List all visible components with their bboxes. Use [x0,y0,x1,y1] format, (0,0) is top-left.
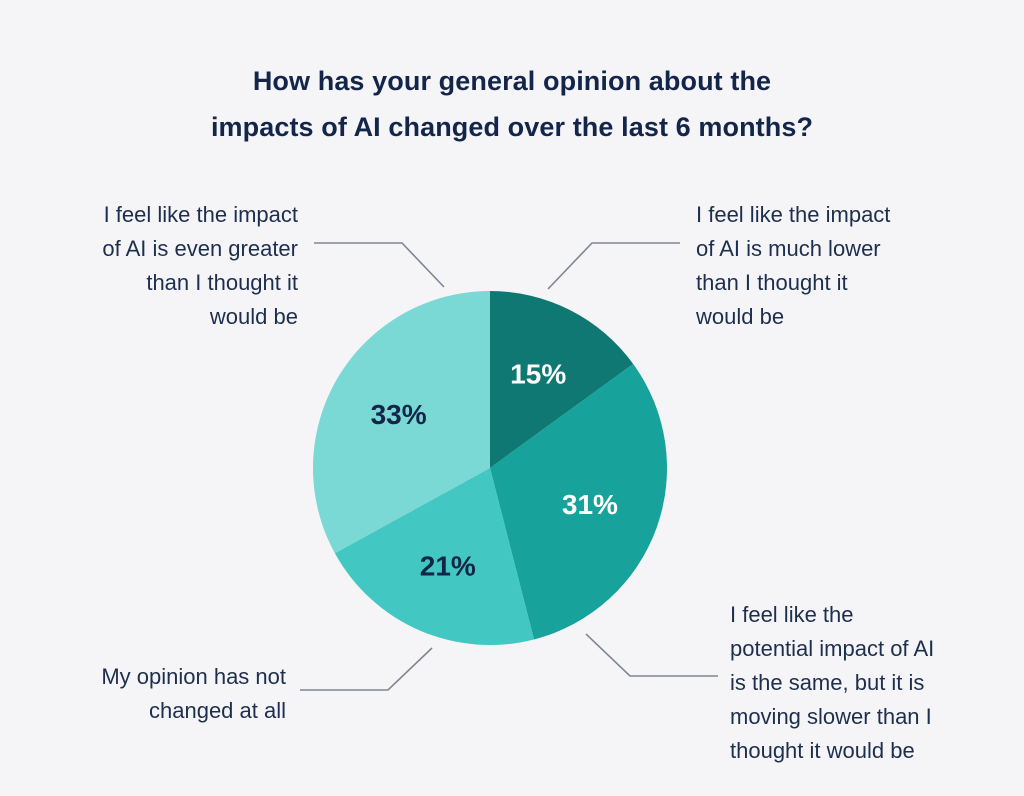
pie-slice [490,291,634,468]
slice-label-line: I feel like the impact [696,202,891,227]
slice-label-line: is the same, but it is [730,670,925,695]
slice-label-same-but-slower: I feel like the potential impact of AI i… [730,598,1000,768]
pie-slice-value-label: 33% [371,399,427,430]
pie-slice-value-label: 31% [562,489,618,520]
slice-label-line: thought it would be [730,738,915,763]
slice-label-line: My opinion has not [101,664,286,689]
slice-label-line: I feel like the impact [103,202,298,227]
pie-value-labels: 15% 31% 21% 33% [371,358,618,581]
slice-label-line: moving slower than I [730,704,932,729]
chart-title: How has your general opinion about the i… [0,58,1024,150]
slice-label-line: potential impact of AI [730,636,935,661]
leader-line-lower [547,242,680,290]
leader-line-greater [314,242,445,288]
slice-label-line: I feel like the [730,602,854,627]
pie-slice [312,290,490,554]
slice-label-line: of AI is much lower [696,236,881,261]
slice-label-line: than I thought it [696,270,848,295]
chart-title-line-1: How has your general opinion about the [252,66,772,96]
leader-line-notchanged [300,647,433,691]
slice-label-line: would be [696,304,785,329]
pie-slice [334,468,535,646]
slice-label-line: would be [209,304,298,329]
leader-lines [300,242,718,691]
slice-label-line: than I thought it [146,270,298,295]
slice-label-much-lower: I feel like the impact of AI is much low… [696,198,956,334]
leader-line-same [585,633,718,677]
slice-label-line: of AI is even greater [102,236,298,261]
slice-label-even-greater: I feel like the impact of AI is even gre… [40,198,298,334]
chart-title-line-2: impacts of AI changed over the last 6 mo… [210,112,814,142]
pie-slice [490,363,668,640]
pie-slice-value-label: 15% [510,358,566,389]
pie-slices [312,290,668,646]
pie-slice-value-label: 21% [420,551,476,582]
slice-label-not-changed: My opinion has not changed at all [40,660,286,728]
slice-label-line: changed at all [149,698,286,723]
